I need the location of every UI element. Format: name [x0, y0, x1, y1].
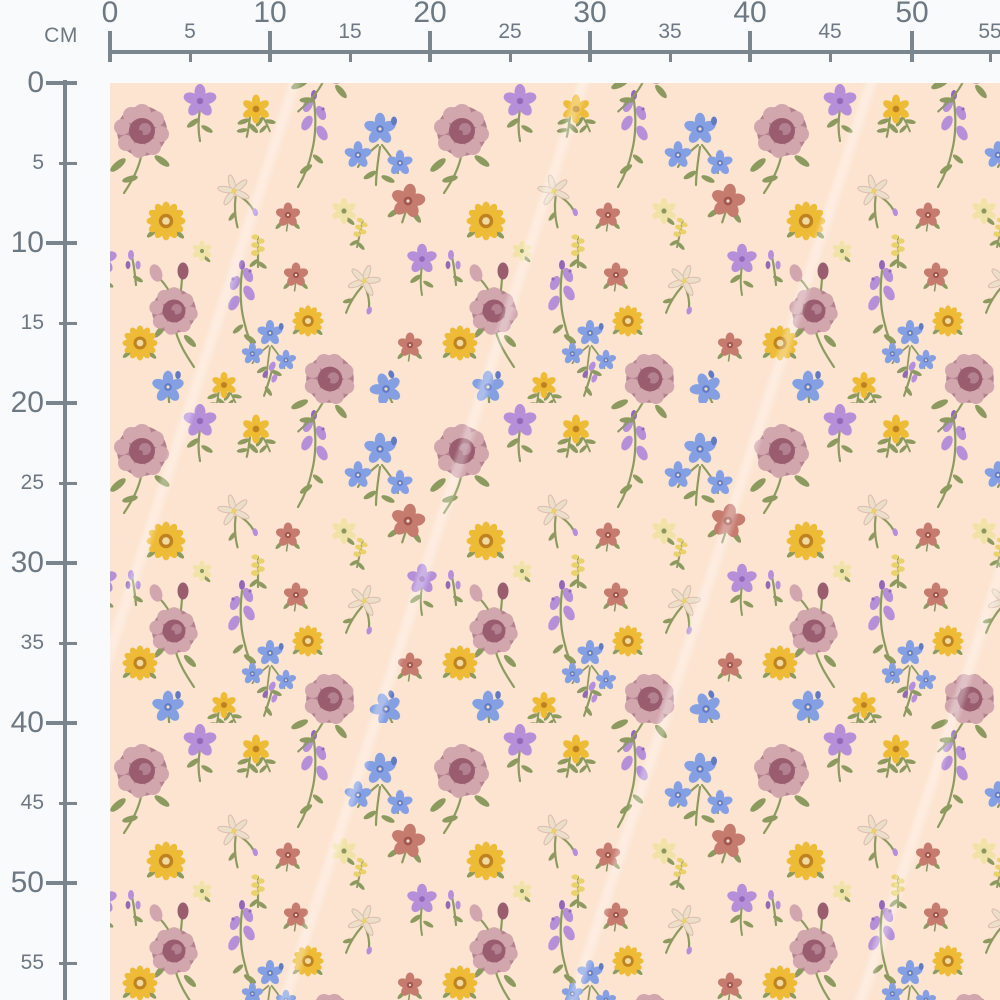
tick-mark — [46, 241, 77, 245]
tick-mark — [59, 321, 77, 325]
ruler-top-label: 45 — [818, 20, 842, 43]
ruler-left-label: 20 — [10, 386, 44, 419]
tick-mark — [59, 481, 77, 485]
ruler-unit-label: CM — [44, 24, 78, 47]
ruler-top-label: 5 — [184, 20, 196, 43]
ruler-top-label: 25 — [498, 20, 522, 43]
tick-mark — [668, 50, 672, 62]
ruler-top-label: 40 — [733, 0, 767, 29]
tick-mark — [988, 50, 992, 62]
fabric-swatch — [110, 83, 1000, 1000]
tick-mark — [59, 161, 77, 165]
tick-mark — [188, 50, 192, 62]
tick-mark — [828, 50, 832, 62]
ruler-left-line — [63, 80, 67, 1000]
tick-mark — [268, 31, 272, 62]
tick-mark — [428, 31, 432, 62]
tick-mark — [910, 31, 914, 62]
ruler-top-label: 0 — [101, 0, 119, 29]
tick-mark — [46, 561, 77, 565]
tick-mark — [46, 81, 77, 85]
tick-mark — [46, 401, 77, 405]
tick-mark — [46, 881, 77, 885]
tick-mark — [348, 50, 352, 62]
tick-mark — [59, 641, 77, 645]
ruler-left-label: 35 — [20, 631, 44, 654]
ruler-left-label: 15 — [20, 311, 44, 334]
ruler-left-label: 0 — [27, 66, 44, 99]
tick-mark — [108, 31, 112, 62]
ruler-top-label: 20 — [413, 0, 447, 29]
tick-mark — [748, 31, 752, 62]
tick-mark — [508, 50, 512, 62]
ruler-left-label: 55 — [20, 951, 44, 974]
ruler-left-label: 40 — [10, 706, 44, 739]
ruler-top-label: 50 — [895, 0, 929, 29]
ruler-left-label: 5 — [32, 151, 44, 174]
ruler-top-line — [108, 50, 1000, 54]
ruler-left-label: 25 — [20, 471, 44, 494]
tick-mark — [59, 961, 77, 965]
ruler-left-label: 10 — [10, 226, 44, 259]
ruler-top-label: 30 — [573, 0, 607, 29]
ruler-top-label: 35 — [658, 20, 682, 43]
ruler-top-label: 55 — [978, 20, 1000, 43]
ruler-left-label: 50 — [10, 866, 44, 899]
tick-mark — [588, 31, 592, 62]
ruler-left-label: 45 — [20, 791, 44, 814]
tick-mark — [46, 721, 77, 725]
ruler-top-label: 10 — [253, 0, 287, 29]
tick-mark — [59, 801, 77, 805]
ruler-top-label: 15 — [338, 20, 362, 43]
ruler-left-label: 30 — [10, 546, 44, 579]
floral-pattern — [110, 83, 1000, 1000]
